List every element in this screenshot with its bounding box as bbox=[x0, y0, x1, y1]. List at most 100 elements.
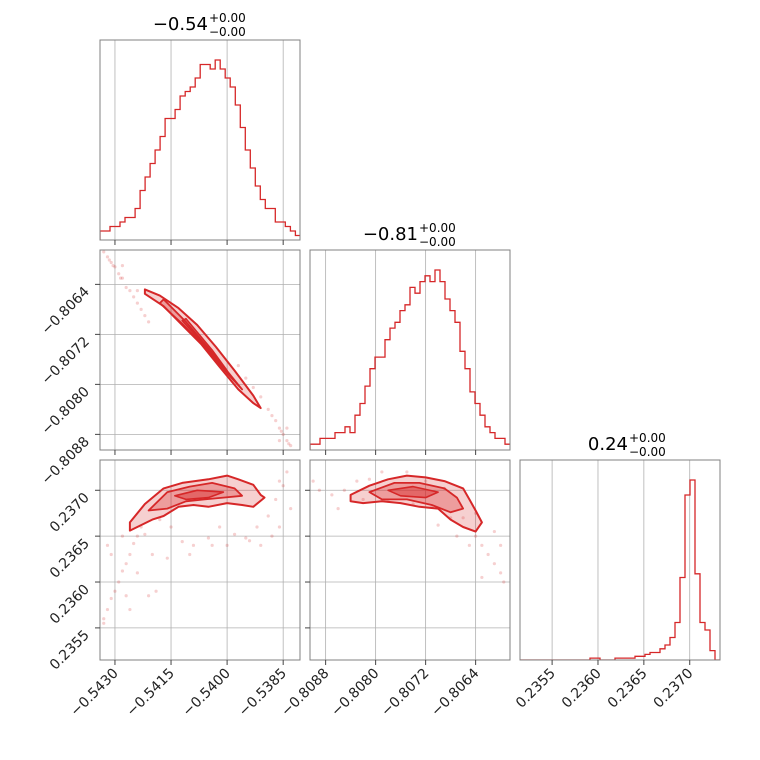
contour-inner bbox=[387, 485, 439, 499]
y-tick-label: −0.8088 bbox=[39, 434, 93, 488]
scatter-point bbox=[251, 385, 255, 390]
contour-middle bbox=[158, 298, 243, 391]
title-minus-error: −0.00 bbox=[209, 25, 246, 39]
scatter-point bbox=[225, 543, 229, 547]
scatter-point bbox=[113, 589, 117, 593]
scatter-point bbox=[355, 479, 359, 483]
histogram-content bbox=[100, 59, 300, 240]
scatter-point bbox=[259, 543, 263, 547]
scatter-point bbox=[143, 532, 147, 536]
scatter-point bbox=[135, 289, 139, 293]
scatter-point bbox=[285, 439, 289, 443]
title-minus-error: −0.00 bbox=[629, 445, 666, 459]
panel-2-0 bbox=[100, 460, 300, 660]
scatter-point bbox=[361, 497, 365, 502]
panel-1-0 bbox=[100, 250, 300, 450]
x-tick-label: −0.5400 bbox=[180, 666, 234, 720]
panel-frame bbox=[99, 249, 301, 451]
scatter-point bbox=[277, 479, 282, 483]
scatter-point bbox=[135, 301, 139, 305]
scatter-point bbox=[102, 621, 106, 625]
scatter-point bbox=[342, 488, 346, 492]
scatter-point bbox=[279, 429, 283, 433]
scatter-point bbox=[311, 479, 315, 483]
scatter-point bbox=[405, 470, 409, 474]
scatter-point bbox=[486, 552, 490, 557]
x-tick-label: −0.8064 bbox=[428, 665, 482, 719]
contour-inner bbox=[174, 489, 225, 501]
scatter-point bbox=[274, 419, 278, 423]
scatter-point bbox=[467, 543, 471, 547]
scatter-point bbox=[474, 534, 478, 538]
y-tick-label: −0.8080 bbox=[39, 384, 93, 438]
scatter-point bbox=[336, 507, 340, 511]
scatter-point bbox=[206, 536, 211, 540]
scatter-content bbox=[102, 470, 293, 625]
x-tick-label: 0.2360 bbox=[559, 666, 605, 712]
panel-frame bbox=[99, 39, 301, 241]
panel-background bbox=[100, 460, 300, 660]
scatter-point bbox=[210, 543, 214, 547]
histogram-step-line bbox=[520, 479, 720, 660]
panel-background bbox=[520, 460, 720, 660]
x-tick-label: 0.2355 bbox=[513, 666, 559, 712]
scatter-point bbox=[102, 250, 106, 254]
panel-frame bbox=[519, 459, 721, 661]
scatter-point bbox=[146, 594, 151, 598]
scatter-point bbox=[274, 497, 278, 502]
scatter-point bbox=[146, 320, 151, 324]
x-tick-label: −0.5415 bbox=[124, 666, 178, 720]
scatter-point bbox=[109, 596, 113, 601]
scatter-point bbox=[109, 260, 113, 265]
panel-background bbox=[310, 460, 510, 660]
scatter-point bbox=[128, 552, 132, 557]
x-tick-label: −0.8080 bbox=[328, 666, 382, 720]
contour-outer bbox=[128, 474, 266, 532]
scatter-point bbox=[285, 470, 289, 474]
scatter-point bbox=[281, 484, 285, 488]
scatter-point bbox=[277, 525, 282, 529]
scatter-point bbox=[436, 523, 440, 527]
scatter-point bbox=[120, 264, 125, 268]
title-param-0: −0.54 +0.00−0.00 bbox=[153, 11, 246, 39]
scatter-point bbox=[188, 552, 192, 557]
title-plus-error: +0.00 bbox=[629, 431, 666, 445]
scatter-point bbox=[158, 518, 162, 522]
scatter-point bbox=[132, 541, 136, 546]
scatter-point bbox=[180, 540, 184, 544]
histogram-step-line bbox=[310, 269, 510, 450]
scatter-point bbox=[105, 543, 110, 547]
scatter-point bbox=[120, 569, 125, 573]
scatter-point bbox=[380, 470, 384, 474]
scatter-point bbox=[128, 607, 132, 612]
scatter-point bbox=[135, 571, 139, 575]
scatter-point bbox=[289, 444, 293, 448]
scatter-point bbox=[105, 607, 110, 612]
contour-outer bbox=[349, 474, 483, 533]
title-value: 0.24 bbox=[588, 434, 628, 455]
scatter-point bbox=[287, 442, 291, 446]
scatter-point bbox=[135, 534, 139, 538]
scatter-point bbox=[244, 536, 248, 540]
scatter-point bbox=[102, 617, 106, 621]
scatter-point bbox=[105, 255, 110, 259]
scatter-point bbox=[259, 395, 263, 399]
scatter-point bbox=[120, 534, 125, 538]
scatter-point bbox=[154, 589, 158, 593]
scatter-point bbox=[255, 525, 259, 529]
histogram-panel-2 bbox=[520, 479, 720, 660]
scatter-point bbox=[191, 543, 196, 547]
scatter-content bbox=[311, 470, 506, 584]
scatter-point bbox=[277, 426, 282, 430]
histogram-step-line bbox=[100, 59, 300, 240]
histogram-panel-0 bbox=[100, 59, 300, 240]
panel-background bbox=[310, 250, 510, 450]
scatter-panel-2-0 bbox=[102, 470, 293, 625]
panel-frame bbox=[309, 249, 511, 451]
scatter-point bbox=[139, 307, 143, 311]
title-plus-error: +0.00 bbox=[209, 11, 246, 25]
scatter-point bbox=[232, 532, 237, 536]
panel-2-2 bbox=[520, 460, 720, 660]
x-tick-label: −0.5430 bbox=[68, 666, 122, 720]
